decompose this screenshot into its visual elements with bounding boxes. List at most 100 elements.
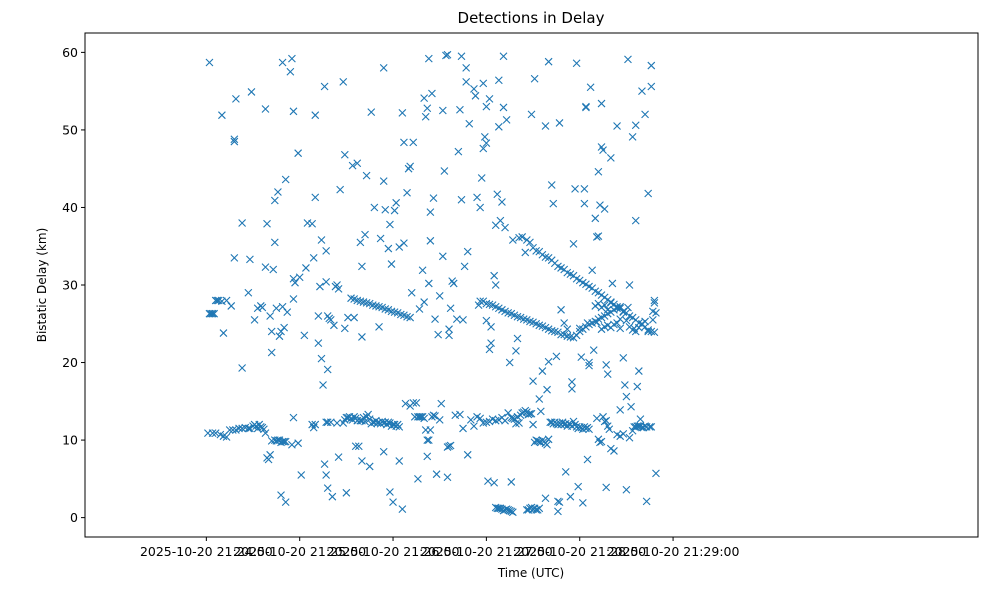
data-point: [403, 188, 411, 197]
data-point: [308, 219, 317, 228]
data-point: [507, 478, 516, 486]
data-point: [578, 498, 587, 507]
data-point: [487, 339, 495, 348]
data-point: [602, 483, 611, 492]
data-point: [286, 67, 295, 76]
data-point: [320, 82, 329, 91]
data-point: [342, 488, 351, 497]
data-point: [420, 94, 429, 103]
data-point: [600, 205, 609, 213]
data-point: [485, 95, 494, 103]
data-point: [501, 223, 509, 232]
data-point: [524, 410, 533, 419]
data-point: [412, 398, 421, 407]
data-point: [616, 302, 625, 311]
data-point: [207, 309, 215, 318]
x-tick-label: 2025-10-20 21:27:00: [420, 544, 553, 559]
data-point: [294, 439, 303, 448]
data-point: [421, 112, 430, 121]
data-point: [568, 385, 576, 393]
data-point: [485, 345, 494, 354]
x-tick-label: 2025-10-20 21:26:00: [327, 544, 460, 559]
data-point: [429, 194, 438, 203]
data-point: [300, 331, 309, 340]
data-point: [571, 184, 579, 193]
data-point: [513, 312, 522, 321]
data-point: [530, 74, 539, 83]
data-point: [443, 473, 452, 482]
data-point: [440, 167, 449, 175]
data-point: [547, 326, 556, 335]
y-tick-label: 40: [62, 200, 78, 215]
data-point: [532, 246, 541, 255]
data-point: [334, 453, 343, 462]
data-point: [592, 414, 601, 423]
data-point: [288, 54, 296, 63]
data-point: [244, 424, 253, 433]
data-point: [407, 288, 416, 297]
data-point: [625, 281, 634, 289]
data-point: [454, 147, 463, 156]
data-point: [536, 407, 545, 416]
data-point: [258, 303, 267, 312]
data-point: [616, 324, 625, 333]
data-point: [205, 58, 214, 67]
data-point: [230, 137, 239, 146]
data-point: [208, 309, 217, 318]
data-point: [527, 409, 536, 418]
data-point: [351, 442, 360, 451]
data-point: [473, 193, 481, 202]
data-point: [627, 402, 635, 411]
data-point: [400, 239, 408, 248]
data-point: [390, 308, 399, 317]
data-point: [314, 312, 323, 320]
data-point: [288, 440, 296, 449]
data-point: [538, 367, 547, 375]
data-point: [577, 353, 586, 361]
data-point: [340, 324, 349, 333]
data-point: [605, 425, 614, 434]
data-point: [317, 236, 326, 244]
data-point: [344, 313, 352, 322]
data-point: [294, 149, 303, 158]
data-point: [594, 167, 603, 176]
data-point: [554, 497, 562, 506]
data-point: [480, 133, 489, 141]
data-point: [445, 325, 453, 334]
data-point: [432, 470, 441, 479]
data-point: [544, 57, 553, 66]
data-point: [367, 108, 376, 116]
data-point: [487, 322, 495, 331]
data-point: [438, 106, 447, 115]
data-point: [482, 299, 491, 308]
data-point: [620, 381, 629, 389]
data-point: [544, 435, 553, 444]
data-point: [322, 278, 331, 286]
data-point: [446, 441, 455, 450]
y-tick-label: 30: [62, 278, 78, 293]
data-point: [353, 159, 362, 168]
data-point: [395, 457, 404, 465]
data-point: [491, 281, 500, 289]
data-point: [230, 135, 239, 144]
data-point: [650, 328, 659, 337]
data-point: [600, 417, 609, 426]
data-point: [227, 302, 236, 310]
data-point: [636, 415, 645, 424]
data-point: [561, 467, 570, 476]
data-point: [278, 58, 287, 67]
data-point: [602, 416, 611, 425]
data-point: [541, 122, 550, 130]
data-point: [501, 416, 509, 425]
data-point: [496, 216, 505, 225]
data-point: [498, 198, 506, 206]
data-point: [340, 150, 349, 159]
data-point: [645, 423, 654, 431]
y-tick-label: 50: [62, 122, 78, 137]
data-point: [508, 236, 517, 244]
data-point: [387, 260, 396, 268]
data-point: [459, 316, 467, 324]
data-point: [409, 138, 418, 147]
